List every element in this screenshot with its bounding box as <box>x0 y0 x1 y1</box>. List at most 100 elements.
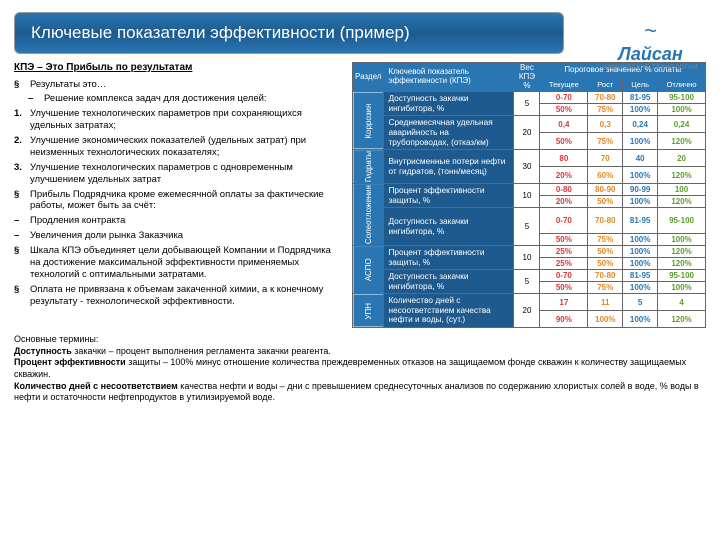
value-cell: 0-80 <box>540 184 588 196</box>
kpi-cell: Процент эффективности защиты, % <box>384 184 514 208</box>
logo-sub: ХИМИЧЕСКИЕ ТЕХНОЛОГИИ <box>603 65 698 71</box>
value-cell: 0,3 <box>588 116 623 133</box>
hdr-weight: Вес КПЭ % <box>514 63 540 92</box>
pay-cell: 100% <box>588 311 623 328</box>
pay-cell: 100% <box>623 234 658 246</box>
t3a: Количество дней с несоответствием <box>14 381 178 391</box>
bul-4: Улучшение экономических показателей (уде… <box>30 135 344 159</box>
subtitle: КПЭ – Это Прибыль по результатам <box>14 62 344 75</box>
pay-cell: 120% <box>658 258 706 270</box>
value-cell: 100 <box>658 184 706 196</box>
pay-cell: 50% <box>588 258 623 270</box>
pay-cell: 90% <box>540 311 588 328</box>
pay-cell: 100% <box>623 133 658 150</box>
value-cell: 25% <box>540 246 588 258</box>
section-label: АСПО <box>353 246 384 294</box>
pay-cell: 100% <box>658 234 706 246</box>
value-cell: 5 <box>623 294 658 311</box>
value-cell: 0,24 <box>623 116 658 133</box>
pay-cell: 100% <box>623 104 658 116</box>
value-cell: 0,24 <box>658 116 706 133</box>
section-label: Коррозия <box>353 92 384 150</box>
t2a: Процент эффективности <box>14 357 126 367</box>
value-cell: 70-80 <box>588 270 623 282</box>
kpi-cell: Количество дней с несоответствием качест… <box>384 294 514 328</box>
pay-cell: 25% <box>540 258 588 270</box>
slide-title: Ключевые показатели эффективности (приме… <box>14 12 564 54</box>
value-cell: 95-100 <box>658 92 706 104</box>
value-cell: 80 <box>540 150 588 167</box>
kpi-cell: Процент эффективности защиты, % <box>384 246 514 270</box>
weight-cell: 5 <box>514 270 540 294</box>
value-cell: 90-99 <box>623 184 658 196</box>
hdr-l2: Рост <box>588 78 623 92</box>
bird-icon: ~ <box>603 18 698 44</box>
pay-cell: 100% <box>623 282 658 294</box>
t1a: Доступность <box>14 346 72 356</box>
kpi-table: Раздел Ключевой показатель эффективности… <box>352 62 706 328</box>
hdr-kpi: Ключевой показатель эффективности (КПЭ) <box>384 63 514 92</box>
value-cell: 95-100 <box>658 208 706 234</box>
bul-10: Оплата не привязана к объемам закаченной… <box>30 284 344 308</box>
weight-cell: 30 <box>514 150 540 184</box>
pay-cell: 75% <box>588 104 623 116</box>
pay-cell: 50% <box>540 234 588 246</box>
pay-cell: 100% <box>623 167 658 184</box>
pay-cell: 100% <box>658 282 706 294</box>
company-logo: ~ Лайсан ХИМИЧЕСКИЕ ТЕХНОЛОГИИ <box>603 18 698 71</box>
value-cell: 95-100 <box>658 270 706 282</box>
kpi-cell: Доступность закачки ингибитора, % <box>384 270 514 294</box>
hdr-l4: Отлично <box>658 78 706 92</box>
pay-cell: 100% <box>658 104 706 116</box>
bul-2: Решение комплекса задач для достижения ц… <box>44 93 344 105</box>
value-cell: 4 <box>658 294 706 311</box>
section-label: Гидраты <box>353 150 384 184</box>
bul-7: Продления контракта <box>30 215 344 227</box>
value-cell: 81-95 <box>623 270 658 282</box>
kpi-table-wrap: Раздел Ключевой показатель эффективности… <box>352 62 706 328</box>
kpi-cell: Доступность закачки ингибитора, % <box>384 92 514 116</box>
terms: Основные термины: Доступность закачки – … <box>14 334 706 404</box>
pay-cell: 50% <box>540 133 588 150</box>
pay-cell: 100% <box>623 258 658 270</box>
pay-cell: 20% <box>540 196 588 208</box>
kpi-cell: Внутрисменные потери нефти от гидратов, … <box>384 150 514 184</box>
pay-cell: 120% <box>658 133 706 150</box>
pay-cell: 75% <box>588 133 623 150</box>
logo-name: Лайсан <box>603 44 698 65</box>
pay-cell: 50% <box>588 196 623 208</box>
pay-cell: 50% <box>540 282 588 294</box>
value-cell: 40 <box>623 150 658 167</box>
value-cell: 20 <box>658 150 706 167</box>
pay-cell: 100% <box>623 311 658 328</box>
value-cell: 70 <box>588 150 623 167</box>
value-cell: 100% <box>623 246 658 258</box>
bul-1: Результаты это… <box>30 79 344 91</box>
kpi-cell: Доступность закачки ингибитора, % <box>384 208 514 246</box>
pay-cell: 100% <box>623 196 658 208</box>
value-cell: 81-95 <box>623 208 658 234</box>
weight-cell: 5 <box>514 92 540 116</box>
value-cell: 70-80 <box>588 208 623 234</box>
pay-cell: 75% <box>588 282 623 294</box>
value-cell: 11 <box>588 294 623 311</box>
bul-3: Улучшение технологических параметров при… <box>30 108 344 132</box>
bul-8: Увеличения доли рынка Заказчика <box>30 230 344 242</box>
value-cell: 0,4 <box>540 116 588 133</box>
weight-cell: 20 <box>514 294 540 328</box>
kpi-cell: Среднемесячная удельная аварийность на т… <box>384 116 514 150</box>
value-cell: 17 <box>540 294 588 311</box>
section-label: УПН <box>353 294 384 328</box>
value-cell: 0-70 <box>540 92 588 104</box>
hdr-section: Раздел <box>353 63 384 92</box>
value-cell: 70-80 <box>588 92 623 104</box>
value-cell: 120% <box>658 246 706 258</box>
value-cell: 0-70 <box>540 270 588 282</box>
pay-cell: 20% <box>540 167 588 184</box>
bul-6: Прибыль Подрядчика кроме ежемесячной опл… <box>30 189 344 213</box>
hdr-l3: Цель <box>623 78 658 92</box>
pay-cell: 120% <box>658 311 706 328</box>
pay-cell: 50% <box>540 104 588 116</box>
weight-cell: 10 <box>514 246 540 270</box>
hdr-l1: Текущее <box>540 78 588 92</box>
